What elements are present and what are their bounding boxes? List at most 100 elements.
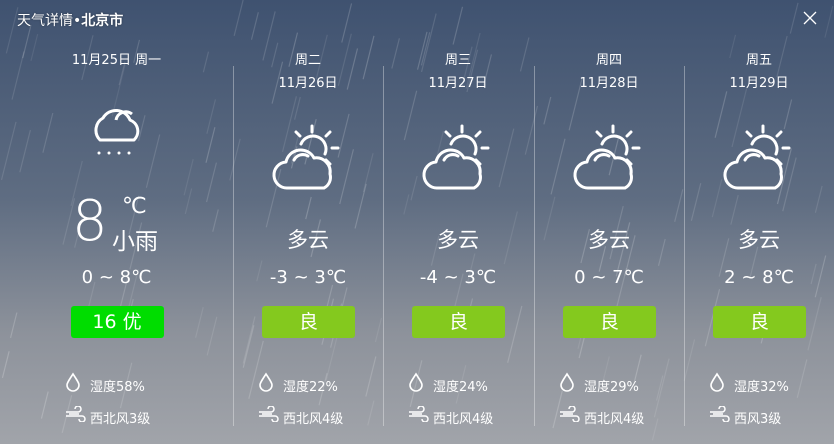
rain-streak: [1, 351, 10, 379]
rain-streak: [118, 61, 126, 86]
rain-streak: [483, 54, 493, 86]
droplet-icon: [560, 372, 574, 392]
rain-streak: [580, 229, 590, 264]
rain-streak: [271, 42, 279, 68]
close-icon[interactable]: [802, 10, 818, 26]
rain-streak: [248, 340, 264, 399]
rain-streak: [807, 297, 822, 351]
rain-streak: [40, 391, 49, 419]
rain-streak: [602, 356, 610, 382]
droplet-icon: [710, 372, 724, 392]
rain-streak: [814, 255, 827, 298]
condition: 多云: [437, 228, 479, 252]
weekday: 周二: [294, 53, 321, 68]
rain-streak: [290, 132, 300, 164]
partly-cloudy-icon: [573, 124, 641, 190]
rain-streak: [30, 33, 39, 62]
wind: 西北风3级: [66, 406, 150, 427]
humidity: 湿度29%: [560, 372, 639, 395]
aqi-badge: 16 优: [70, 306, 164, 338]
rain-streak: [455, 365, 467, 404]
rain-streak: [403, 194, 410, 215]
rain-streak: [129, 222, 143, 270]
rain-streak: [337, 113, 350, 158]
rain-streak: [519, 37, 530, 72]
temperature-range: 0 ~ 7℃: [574, 267, 644, 288]
rain-streak: [814, 185, 823, 213]
rain-streak: [409, 360, 423, 407]
wind-icon: [66, 406, 86, 422]
rain-streak: [340, 287, 348, 310]
rain-streak: [145, 134, 161, 188]
rain-streak: [466, 253, 476, 283]
rain-streak: [183, 158, 194, 196]
rain-streak: [137, 115, 146, 142]
rain-streak: [229, 138, 241, 181]
condition: 多云: [588, 228, 630, 252]
rain-streak: [9, 312, 18, 338]
rain-streak: [718, 238, 730, 277]
rain-streak: [391, 38, 400, 69]
wind: 西北风4级: [259, 406, 343, 427]
rain-streak: [305, 196, 312, 220]
wind-icon: [710, 406, 730, 422]
droplet-icon: [259, 372, 273, 392]
column-divider: [383, 66, 384, 426]
temperature-range: -3 ~ 3℃: [269, 267, 347, 288]
rain-streak: [195, 307, 204, 338]
rain-streak: [206, 316, 218, 356]
rain-streak: [783, 99, 793, 130]
date: 11月26日: [278, 76, 338, 91]
date: 11月29日: [729, 76, 789, 91]
rain-streak: [420, 13, 437, 73]
rain-streak: [362, 35, 375, 80]
rain-streak: [281, 96, 297, 152]
rain-streak: [507, 305, 523, 363]
current-temperature: 8: [72, 189, 108, 254]
rain-streak: [615, 222, 631, 277]
rain-streak: [598, 246, 607, 272]
rain-streak: [262, 11, 276, 61]
wind: 西北风4级: [409, 406, 493, 427]
rain-streak: [810, 263, 817, 285]
rain-streak: [212, 209, 219, 232]
humidity: 湿度24%: [409, 372, 488, 395]
rain-streak: [341, 3, 353, 43]
humidity: 湿度58%: [66, 372, 145, 395]
rain-streak: [374, 317, 383, 343]
rain-streak: [624, 235, 636, 276]
rain-streak: [465, 32, 481, 89]
rain-streak: [657, 238, 666, 266]
rain-streak: [550, 138, 566, 195]
rain-streak: [11, 51, 25, 100]
forecast-day-column: 周三 11月27日 多云 -4 ~ 3℃ 良 湿度24% 西北风4级: [383, 0, 533, 444]
aqi-badge: 良: [262, 306, 355, 338]
wind: 西北风4级: [560, 406, 644, 427]
weekday: 周三: [444, 53, 471, 68]
rain-streak: [453, 273, 464, 311]
droplet-icon: [409, 372, 423, 392]
rain-streak: [782, 157, 797, 212]
rain-streak: [22, 24, 32, 59]
rain-streak: [776, 35, 788, 78]
rain-streak: [749, 246, 759, 280]
rain-streak: [250, 12, 259, 40]
window-title: 天气详情•北京市: [17, 13, 124, 29]
temperature-range: -4 ~ 3℃: [419, 267, 497, 288]
rain-streak: [315, 34, 328, 80]
rain-streak: [674, 189, 684, 222]
rain-streak: [256, 260, 263, 282]
rain-streak: [651, 418, 659, 441]
humidity: 湿度22%: [259, 372, 338, 395]
rain-streak: [42, 112, 54, 153]
rain-streak: [119, 362, 133, 409]
wind-icon: [409, 406, 429, 422]
wind: 西风3级: [710, 406, 781, 427]
rain-streak: [731, 88, 748, 148]
rain-streak: [81, 35, 94, 81]
rain-streak: [552, 390, 563, 429]
rain-streak: [233, 0, 244, 37]
column-divider: [534, 66, 535, 426]
rain-streak: [461, 46, 473, 87]
